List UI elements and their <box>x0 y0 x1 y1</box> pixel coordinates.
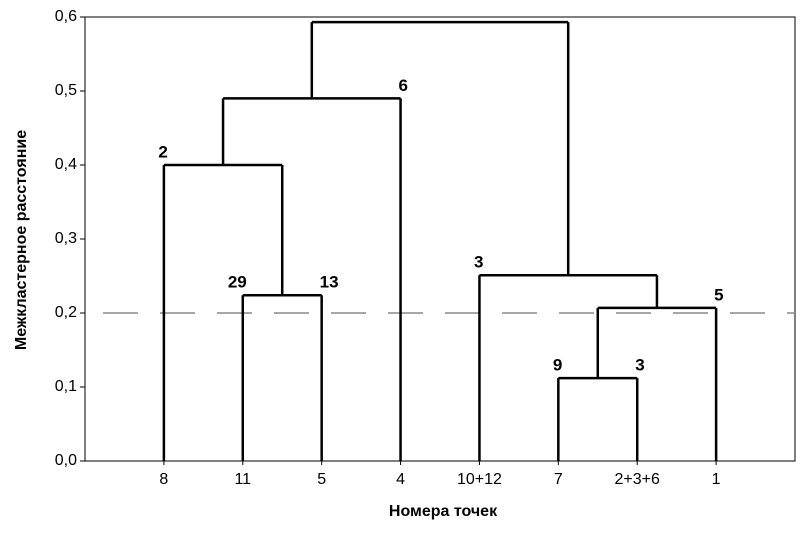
node-label: 3 <box>635 356 644 375</box>
x-tick-label: 8 <box>159 471 168 488</box>
node-label: 6 <box>399 76 408 95</box>
x-tick-label: 11 <box>234 471 251 488</box>
node-label: 5 <box>714 285 723 304</box>
node-label: 13 <box>320 273 339 292</box>
x-tick-label: 2+3+6 <box>615 471 660 488</box>
y-tick-label: 0,0 <box>55 452 77 469</box>
y-tick-label: 0,4 <box>55 156 77 173</box>
x-tick-label: 5 <box>317 471 326 488</box>
y-tick-label: 0,3 <box>55 230 77 247</box>
x-tick-label: 10+12 <box>457 471 502 488</box>
y-tick-label: 0,6 <box>55 8 77 25</box>
x-axis-label: Номера точек <box>389 503 498 520</box>
y-axis-label: Межкластерное расстояние <box>13 130 30 350</box>
plot-frame <box>84 16 796 462</box>
node-label: 3 <box>474 253 483 272</box>
y-tick-label: 0,1 <box>55 378 77 395</box>
x-tick-label: 1 <box>712 471 721 488</box>
x-tick-label: 4 <box>396 471 405 488</box>
node-label: 9 <box>553 356 562 375</box>
node-label: 29 <box>228 273 247 292</box>
x-tick-label: 7 <box>554 471 563 488</box>
y-tick-label: 0,5 <box>55 82 77 99</box>
node-label: 2 <box>158 142 167 161</box>
y-tick-label: 0,2 <box>55 304 77 321</box>
